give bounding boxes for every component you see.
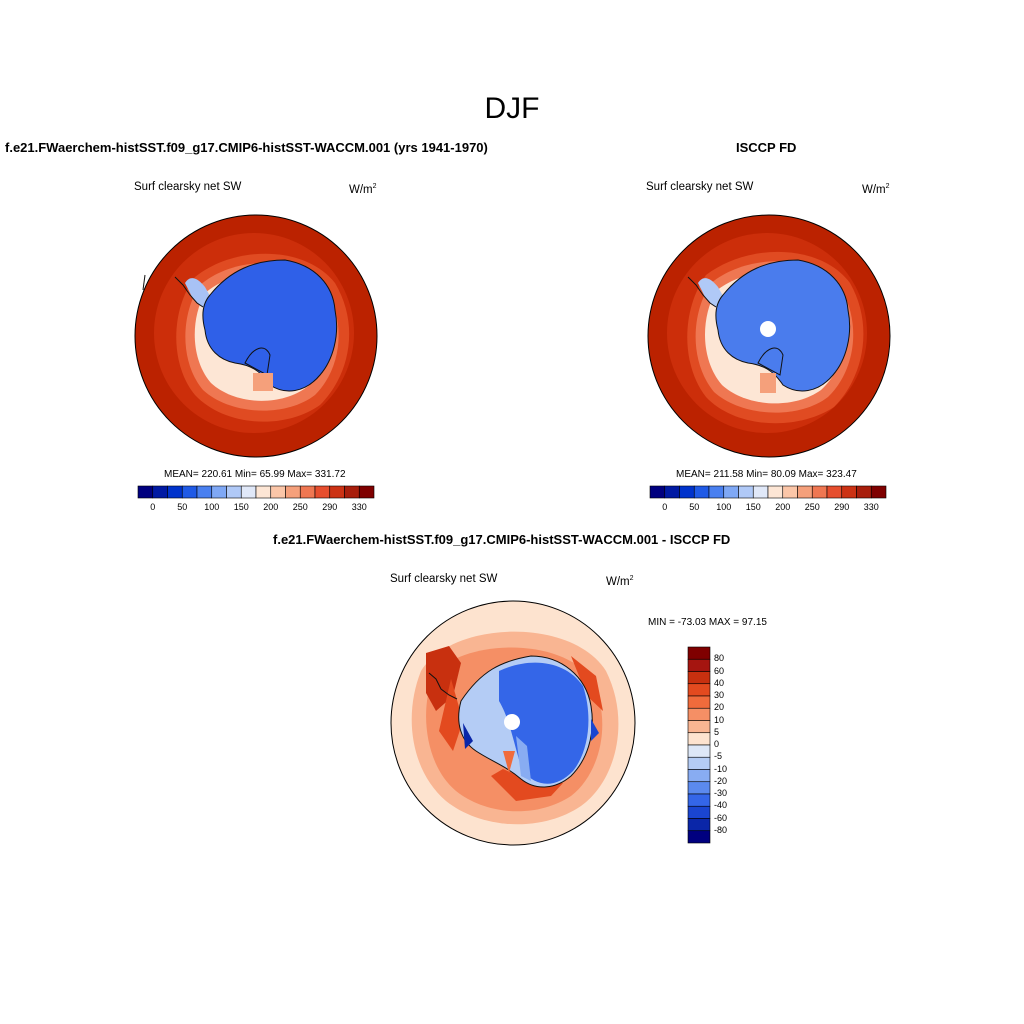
model-stats: MEAN= 220.61 Min= 65.99 Max= 331.72 (164, 469, 346, 480)
colorbar-tick-label: 200 (775, 502, 791, 512)
diff-polar-map (390, 600, 636, 846)
colorbar-tick-label: -40 (714, 800, 728, 811)
colorbar-tick-label: 100 (716, 502, 732, 512)
colorbar-tick-label: -5 (714, 751, 723, 762)
diff-units-label: W/m2 (606, 575, 634, 588)
colorbar-tick-label: -10 (714, 763, 728, 774)
model-units-label: W/m2 (349, 183, 377, 196)
colorbar-swatch (708, 485, 725, 499)
colorbar-swatch (664, 485, 680, 499)
colorbar-swatch (687, 707, 711, 721)
colorbar-swatch (285, 485, 301, 499)
colorbar-swatch (826, 485, 843, 499)
colorbar-swatch (797, 485, 813, 499)
colorbar-swatch (358, 485, 375, 499)
obs-panel-title: ISCCP FD (736, 140, 797, 155)
colorbar-swatch (738, 485, 754, 499)
colorbar-swatch (181, 485, 198, 499)
colorbar-tick-label: 10 (714, 714, 725, 725)
colorbar-tick-label: 50 (689, 502, 700, 512)
colorbar-swatch (687, 744, 711, 758)
colorbar-tick-label: -60 (714, 812, 728, 823)
diff-colorbar (687, 646, 711, 844)
colorbar-swatch (314, 485, 331, 499)
colorbar-swatch (344, 485, 360, 499)
colorbar-swatch (752, 485, 769, 499)
colorbar-tick-label: 0 (714, 739, 720, 749)
colorbar-swatch (687, 671, 711, 685)
obs-variable-label: Surf clearsky net SW (646, 181, 754, 193)
colorbar-swatch (687, 805, 711, 819)
colorbar-tick-label: 200 (263, 502, 279, 512)
colorbar-swatch (687, 646, 711, 660)
colorbar-swatch (687, 683, 711, 697)
colorbar-swatch (856, 485, 872, 499)
colorbar-tick-label: 80 (714, 653, 725, 664)
figure-title: DJF (484, 92, 540, 125)
colorbar-tick-label: 60 (714, 665, 725, 676)
colorbar-tick-label: 150 (233, 502, 249, 512)
colorbar-swatch (687, 658, 711, 672)
colorbar-swatch (687, 769, 711, 783)
colorbar-swatch (687, 720, 711, 734)
colorbar-tick-label: 250 (804, 502, 820, 512)
colorbar-swatch (767, 485, 784, 499)
colorbar-swatch (226, 485, 242, 499)
colorbar-tick-label: 290 (834, 502, 850, 512)
colorbar-tick-label: -20 (714, 775, 728, 786)
colorbar-tick-label: 50 (177, 502, 188, 512)
colorbar-tick-label: 290 (322, 502, 338, 512)
diff-variable-label: Surf clearsky net SW (390, 573, 498, 585)
colorbar-swatch (211, 485, 227, 499)
colorbar-swatch (679, 485, 695, 499)
colorbar-tick-label: 100 (204, 502, 220, 512)
colorbar-tick-label: 30 (714, 690, 725, 700)
model-colorbar (137, 485, 375, 499)
diff-panel-title: f.e21.FWaerchem-histSST.f09_g17.CMIP6-hi… (273, 532, 731, 547)
colorbar-tick-label: 0 (662, 502, 668, 512)
colorbar-swatch (270, 485, 286, 499)
colorbar-swatch (687, 781, 711, 795)
colorbar-swatch (687, 732, 711, 746)
colorbar-tick-label: 0 (150, 502, 156, 512)
colorbar-swatch (329, 485, 345, 499)
obs-units-label: W/m2 (862, 183, 890, 196)
model-panel-title: f.e21.FWaerchem-histSST.f09_g17.CMIP6-hi… (5, 140, 488, 155)
colorbar-swatch (687, 793, 711, 807)
colorbar-swatch (137, 485, 154, 499)
colorbar-swatch (782, 485, 798, 499)
obs-stats: MEAN= 211.58 Min= 80.09 Max= 323.47 (676, 469, 857, 480)
colorbar-tick-label: 330 (863, 502, 879, 512)
colorbar-tick-label: 250 (292, 502, 308, 512)
colorbar-tick-label: 150 (745, 502, 761, 512)
obs-polar-map (647, 214, 891, 458)
colorbar-swatch (687, 695, 711, 709)
colorbar-swatch (299, 485, 316, 499)
colorbar-swatch (649, 485, 666, 499)
colorbar-swatch (811, 485, 828, 499)
colorbar-swatch (841, 485, 857, 499)
colorbar-swatch (167, 485, 183, 499)
colorbar-swatch (152, 485, 168, 499)
model-variable-label: Surf clearsky net SW (134, 181, 242, 193)
colorbar-swatch (723, 485, 739, 499)
colorbar-tick-label: -30 (714, 788, 728, 798)
diff-stats: MIN = -73.03 MAX = 97.15 (648, 617, 767, 628)
colorbar-tick-label: 5 (714, 726, 720, 737)
colorbar-swatch (255, 485, 272, 499)
colorbar-swatch (693, 485, 710, 499)
model-polar-map (134, 214, 378, 458)
colorbar-swatch (687, 830, 711, 844)
obs-colorbar (649, 485, 887, 499)
colorbar-tick-label: 330 (351, 502, 367, 512)
colorbar-swatch (687, 756, 711, 770)
colorbar-swatch (687, 818, 711, 832)
colorbar-swatch (870, 485, 887, 499)
colorbar-swatch (240, 485, 257, 499)
colorbar-tick-label: 20 (714, 702, 725, 713)
colorbar-tick-label: -80 (714, 824, 728, 835)
colorbar-tick-label: 40 (714, 677, 725, 688)
colorbar-swatch (196, 485, 213, 499)
